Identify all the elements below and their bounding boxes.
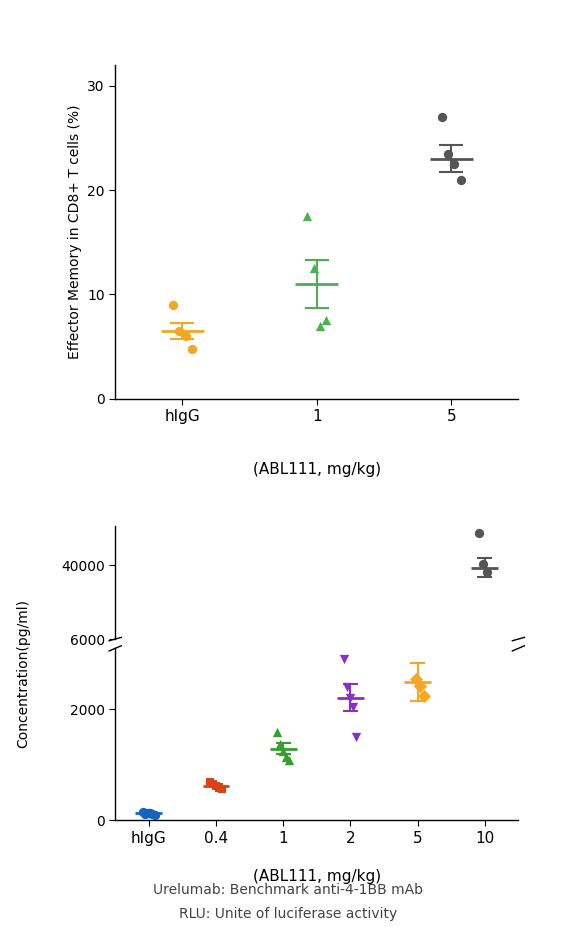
Point xyxy=(352,730,361,744)
Point xyxy=(315,318,324,333)
Text: RLU: Unite of luciferase activity: RLU: Unite of luciferase activity xyxy=(179,907,397,921)
Text: (ABL111, mg/kg): (ABL111, mg/kg) xyxy=(253,462,381,477)
Point xyxy=(474,526,483,540)
Point xyxy=(272,724,282,739)
Point xyxy=(282,749,291,764)
Point xyxy=(138,805,147,819)
Point xyxy=(340,652,349,667)
Point xyxy=(437,109,446,124)
Point xyxy=(444,146,453,161)
Y-axis label: Effector Memory in CD8+ T cells (%): Effector Memory in CD8+ T cells (%) xyxy=(67,105,82,359)
Point xyxy=(148,806,157,821)
Point xyxy=(175,324,184,338)
Point xyxy=(141,806,150,821)
Point xyxy=(168,298,177,312)
Point xyxy=(211,779,221,794)
Point xyxy=(349,699,358,714)
Point xyxy=(205,774,214,789)
Point xyxy=(275,736,285,751)
Text: Concentration(pg/ml): Concentration(pg/ml) xyxy=(16,599,30,748)
Point xyxy=(450,157,459,171)
Point xyxy=(346,691,355,705)
Point xyxy=(415,679,424,693)
Point xyxy=(309,260,319,275)
Point xyxy=(145,806,154,820)
Point xyxy=(482,565,491,579)
Point xyxy=(187,341,196,356)
Point xyxy=(218,781,227,796)
Point xyxy=(214,781,223,795)
Point xyxy=(343,679,352,694)
Point xyxy=(143,806,152,820)
Point xyxy=(150,807,160,822)
Point xyxy=(209,776,218,791)
Point xyxy=(285,753,294,768)
Text: Urelumab: Benchmark anti-4-1BB mAb: Urelumab: Benchmark anti-4-1BB mAb xyxy=(153,883,423,896)
Point xyxy=(419,688,428,703)
Point xyxy=(279,743,288,758)
Point xyxy=(321,313,331,328)
Point xyxy=(411,671,420,686)
Point xyxy=(303,209,312,223)
Point xyxy=(181,329,190,344)
Point xyxy=(456,172,465,187)
Text: (ABL111, mg/kg): (ABL111, mg/kg) xyxy=(253,869,381,883)
Point xyxy=(478,557,487,572)
